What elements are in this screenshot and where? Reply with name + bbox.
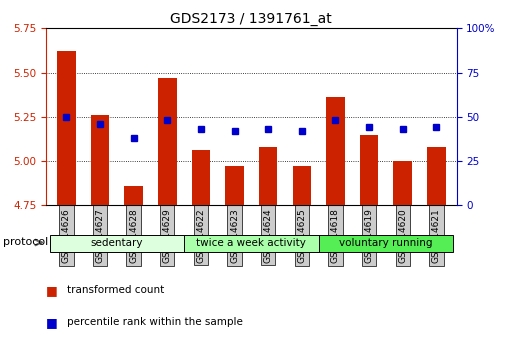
Text: voluntary running: voluntary running [339,238,432,249]
Bar [292,166,311,205]
Text: percentile rank within the sample: percentile rank within the sample [67,317,243,327]
Bar [91,115,109,205]
Text: transformed count: transformed count [67,285,164,295]
Bar [427,147,446,205]
Text: ■: ■ [46,316,62,329]
Bar [259,147,278,205]
FancyBboxPatch shape [184,235,319,252]
FancyBboxPatch shape [319,235,453,252]
Text: sedentary: sedentary [91,238,143,249]
Bar [326,97,345,205]
Bar [225,166,244,205]
Text: protocol: protocol [3,237,48,247]
Bar [124,186,143,205]
Bar [192,150,210,205]
FancyBboxPatch shape [50,235,184,252]
Bar [360,135,379,205]
Text: twice a week activity: twice a week activity [196,238,306,249]
Bar [393,161,412,205]
Title: GDS2173 / 1391761_at: GDS2173 / 1391761_at [170,12,332,26]
Bar [57,51,75,205]
Text: ■: ■ [46,284,62,297]
Bar [158,78,176,205]
